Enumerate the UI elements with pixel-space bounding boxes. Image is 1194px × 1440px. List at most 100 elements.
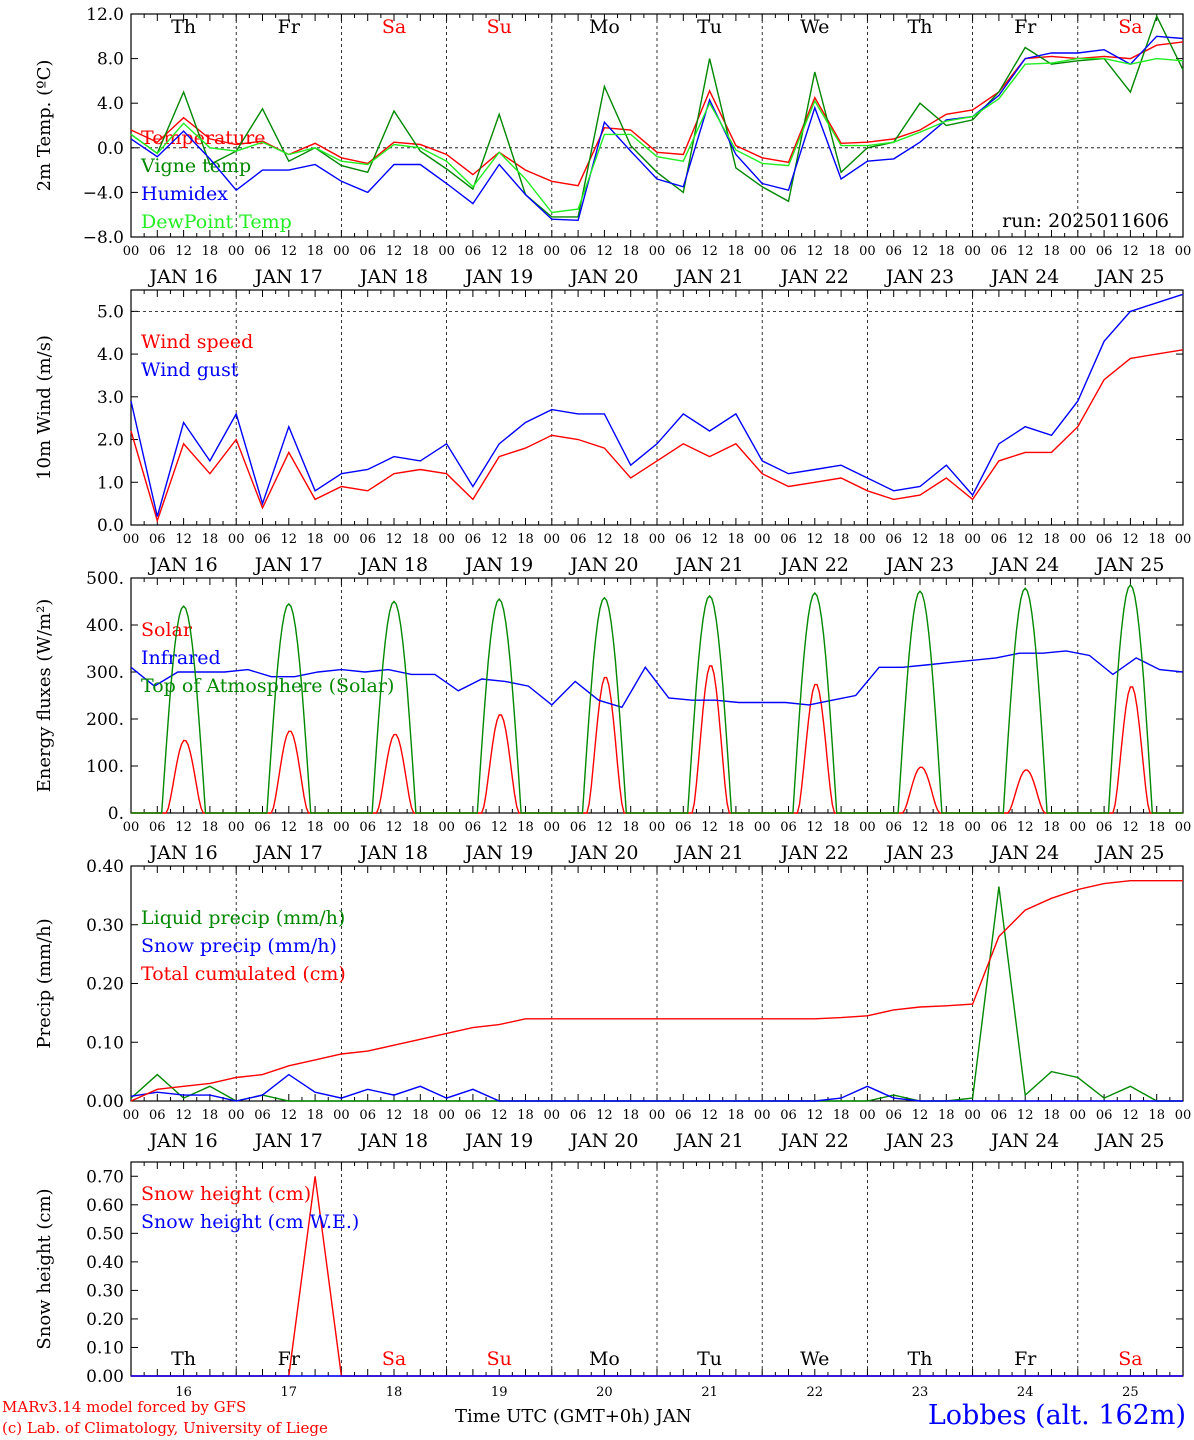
weekday-label: We [800,16,829,38]
precip-hour-label: 06 [780,1108,797,1123]
weekday-label: Sa [1118,1348,1142,1370]
temp-hour-label: 12 [1122,244,1139,259]
short-date-label: 19 [491,1385,508,1400]
wind-date-label: JAN 21 [674,554,744,576]
energy-legend-entry: Infrared [141,647,221,669]
precip-hour-label: 06 [359,1108,376,1123]
energy-y-axis-title: Energy fluxes (W/m²) [34,599,55,793]
wind-y-tick-label: 0.0 [97,516,124,536]
snow-y-tick-label: 0.50 [86,1224,124,1244]
wind-hour-label: 18 [517,532,534,547]
energy-hour-label: 00 [649,820,666,835]
precip-hour-label: 00 [754,1108,771,1123]
precip-hour-label: 18 [728,1108,745,1123]
wind-hour-label: 18 [307,532,324,547]
precip-hour-label: 12 [386,1108,403,1123]
energy-hour-label: 00 [228,820,245,835]
energy-hour-label: 00 [333,820,350,835]
temp-date-label: JAN 25 [1094,266,1164,288]
temp-legend-entry: Temperature [141,127,265,149]
precip-hour-label: 00 [438,1108,455,1123]
temp-hour-label: 00 [1175,244,1192,259]
wind-hour-label: 06 [359,532,376,547]
energy-hour-label: 12 [386,820,403,835]
short-date-label: 18 [386,1385,403,1400]
wind-legend-entry: Wind gust [141,359,239,381]
temp-hour-label: 00 [1070,244,1087,259]
energy-hour-label: 00 [754,820,771,835]
temp-series-line-2 [130,35,1184,222]
energy-hour-label: 06 [885,820,902,835]
temp-date-label: JAN 21 [674,266,744,288]
precip-hour-label: 18 [1148,1108,1165,1123]
precip-hour-label: 06 [885,1108,902,1123]
temp-y-tick-label: 4.0 [97,94,124,114]
temp-hour-label: 18 [517,244,534,259]
temp-hour-label: 12 [701,244,718,259]
wind-hour-label: 18 [1043,532,1060,547]
wind-hour-label: 18 [1148,532,1165,547]
wind-date-label: JAN 17 [253,554,323,576]
temp-hour-label: 18 [622,244,639,259]
precip-hour-label: 12 [491,1108,508,1123]
temp-hour-label: 06 [991,244,1008,259]
temp-hour-label: 06 [1096,244,1113,259]
weekday-label: Tu [697,1348,722,1370]
precip-hour-label: 06 [1096,1108,1113,1123]
precip-hour-label: 12 [175,1108,192,1123]
lab-credit: (c) Lab. of Climatology, University of L… [2,1419,328,1437]
energy-hour-label: 00 [1070,820,1087,835]
temp-y-tick-label: 0.0 [97,139,124,159]
precip-date-label: JAN 23 [884,1130,954,1152]
energy-hour-label: 06 [149,820,166,835]
wind-y-tick-label: 5.0 [97,302,124,322]
temp-hour-label: 06 [254,244,271,259]
wind-y-axis-title: 10m Wind (m/s) [34,335,55,480]
wind-date-label: JAN 22 [779,554,849,576]
temp-series-line-3 [130,57,1184,214]
wind-y-tick-label: 1.0 [97,473,124,493]
wind-hour-label: 18 [622,532,639,547]
wind-hour-label: 06 [991,532,1008,547]
energy-hour-label: 12 [596,820,613,835]
energy-hour-label: 18 [938,820,955,835]
energy-hour-label: 12 [912,820,929,835]
precip-hour-label: 00 [859,1108,876,1123]
wind-hour-label: 12 [175,532,192,547]
temp-date-label: JAN 23 [884,266,954,288]
weekday-label: Sa [1118,16,1142,38]
wind-hour-label: 00 [649,532,666,547]
wind-hour-label: 00 [1070,532,1087,547]
short-date-label: 22 [807,1385,824,1400]
precip-date-label: JAN 17 [253,1130,323,1152]
temp-date-label: JAN 24 [989,266,1059,288]
precip-hour-label: 00 [1175,1108,1192,1123]
model-credit: MARv3.14 model forced by GFS [2,1398,247,1416]
precip-hour-label: 00 [964,1108,981,1123]
wind-hour-label: 06 [254,532,271,547]
temp-hour-label: 18 [728,244,745,259]
wind-hour-label: 06 [780,532,797,547]
precip-hour-label: 00 [544,1108,561,1123]
wind-hour-label: 12 [912,532,929,547]
energy-hour-label: 06 [675,820,692,835]
wind-y-tick-label: 4.0 [97,345,124,365]
temp-hour-label: 18 [307,244,324,259]
snow-legend-entry: Snow height (cm) [141,1183,311,1205]
energy-hour-label: 18 [1043,820,1060,835]
wind-hour-label: 00 [438,532,455,547]
wind-hour-label: 00 [859,532,876,547]
precip-y-tick-label: 0.40 [86,857,124,877]
energy-y-tick-label: 300. [86,663,124,683]
snow-y-tick-label: 0.70 [86,1167,124,1187]
wind-hour-label: 12 [701,532,718,547]
precip-hour-label: 00 [649,1108,666,1123]
wind-y-tick-label: 3.0 [97,388,124,408]
temp-hour-label: 00 [754,244,771,259]
temp-hour-label: 00 [649,244,666,259]
precip-y-axis-title: Precip (mm/h) [34,918,55,1048]
weekday-label: Th [908,1348,933,1370]
wind-date-label: JAN 20 [568,554,638,576]
wind-hour-label: 06 [465,532,482,547]
energy-hour-label: 18 [307,820,324,835]
